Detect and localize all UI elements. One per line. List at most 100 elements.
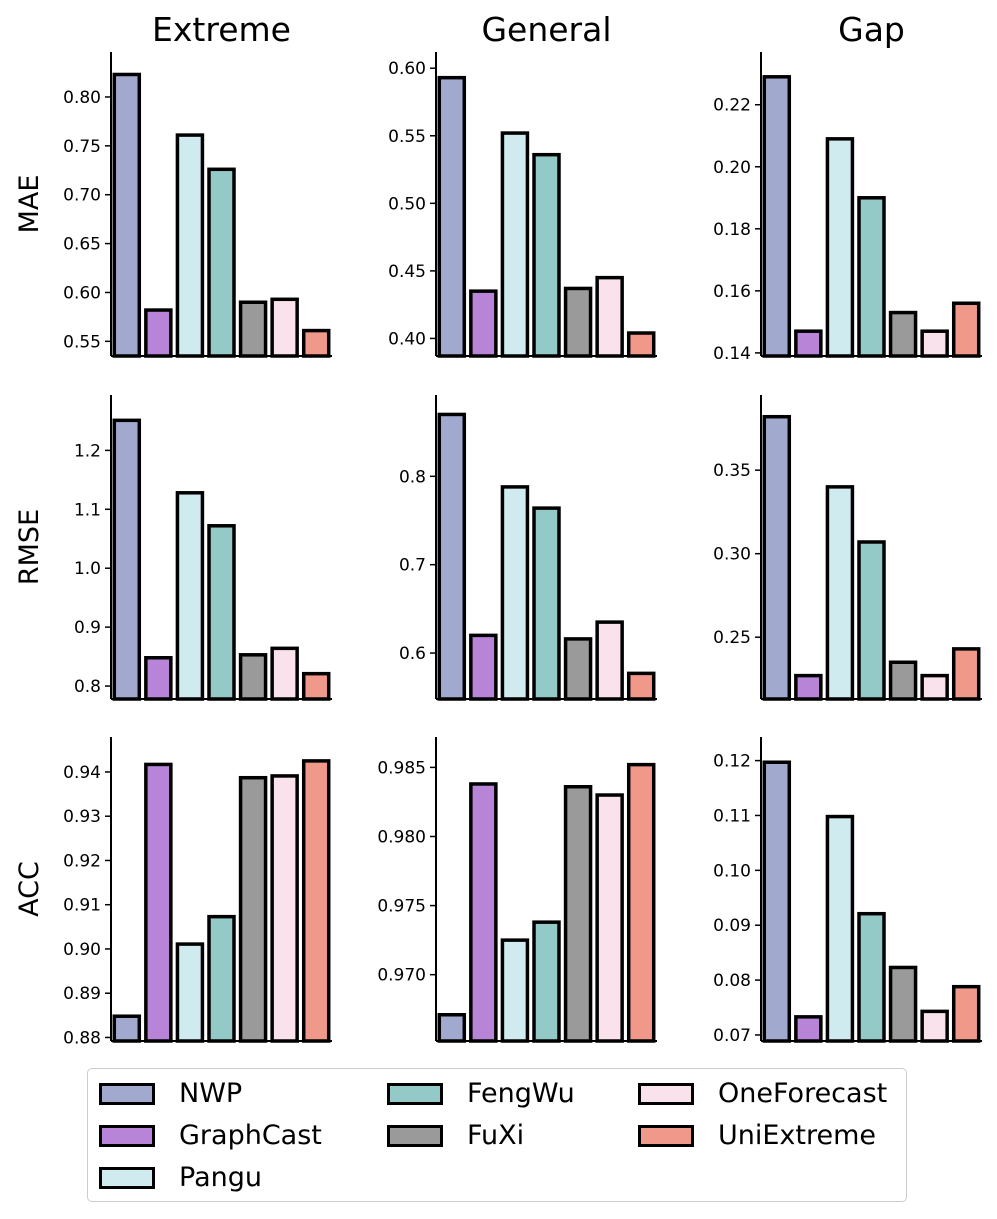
bar-mae-extreme-fengwu	[207, 167, 236, 358]
bar-mae-gap-uniextreme	[951, 301, 981, 358]
y-tick-label-rmse-extreme-1-2: 1.2	[74, 441, 101, 461]
bar-rmse-extreme-uniextreme	[301, 671, 331, 701]
legend-item-graphcast: GraphCast	[99, 1121, 322, 1151]
bar-mae-extreme-graphcast	[144, 308, 173, 358]
bar-rmse-gap-fengwu	[857, 540, 886, 701]
y-tick-label-mae-general-0-50: 0.50	[388, 194, 426, 214]
y-tick-label-rmse-gap-0-30: 0.30	[713, 545, 751, 565]
bar-rmse-extreme-fuxi	[238, 653, 268, 701]
y-tick-label-rmse-extreme-1-1: 1.1	[74, 500, 101, 520]
bar-rmse-extreme-oneforecast	[270, 646, 299, 701]
legend-label-fengwu: FengWu	[467, 1078, 575, 1109]
bar-acc-general-fuxi	[563, 784, 593, 1043]
legend-item-oneforecast: OneForecast	[638, 1079, 887, 1109]
y-tick-label-rmse-general-0-8: 0.8	[399, 467, 426, 487]
legend-swatch-nwp	[99, 1083, 155, 1105]
bar-rmse-general-oneforecast	[595, 620, 624, 701]
y-tick-label-rmse-extreme-0-8: 0.8	[74, 677, 101, 697]
legend-label-graphcast: GraphCast	[179, 1120, 322, 1151]
bar-mae-gap-graphcast	[794, 329, 823, 358]
row-label-acc: ACC	[14, 861, 45, 917]
y-tick-label-mae-general-0-40: 0.40	[388, 329, 426, 349]
legend-swatch-graphcast	[99, 1125, 155, 1147]
y-tick-label-rmse-extreme-0-9: 0.9	[74, 618, 101, 638]
bar-acc-general-uniextreme	[626, 762, 656, 1043]
y-tick-label-mae-gap-0-22: 0.22	[713, 96, 751, 116]
bar-acc-gap-fuxi	[888, 965, 918, 1043]
y-tick-label-mae-extreme-0-60: 0.60	[63, 283, 101, 303]
bar-mae-gap-oneforecast	[920, 329, 949, 358]
legend-item-uniextreme: UniExtreme	[638, 1121, 876, 1151]
column-title-general: General	[481, 10, 611, 49]
bar-rmse-general-uniextreme	[626, 671, 656, 701]
bar-acc-gap-fengwu	[857, 911, 886, 1043]
y-tick-label-mae-general-0-45: 0.45	[388, 262, 426, 282]
legend-item-nwp: NWP	[99, 1079, 242, 1109]
bar-acc-extreme-nwp	[112, 1014, 142, 1043]
bar-rmse-general-fuxi	[563, 637, 593, 701]
bar-mae-general-graphcast	[469, 289, 498, 358]
bar-acc-extreme-graphcast	[144, 762, 173, 1043]
bar-rmse-general-pangu	[500, 485, 530, 701]
column-title-gap: Gap	[838, 10, 905, 49]
y-tick-label-rmse-general-0-7: 0.7	[399, 556, 426, 576]
y-tick-label-acc-extreme-0-88: 0.88	[63, 1028, 101, 1048]
column-title-extreme: Extreme	[152, 10, 291, 49]
bar-rmse-gap-graphcast	[794, 673, 823, 701]
y-tick-label-acc-gap-0-11: 0.11	[713, 806, 751, 826]
legend-swatch-pangu	[99, 1167, 155, 1189]
bar-mae-general-uniextreme	[626, 331, 656, 358]
y-tick-label-mae-extreme-0-70: 0.70	[63, 186, 101, 206]
bar-rmse-extreme-graphcast	[144, 656, 173, 701]
legend-swatch-oneforecast	[638, 1083, 694, 1105]
bar-acc-extreme-pangu	[175, 942, 205, 1043]
bar-mae-gap-pangu	[825, 137, 855, 358]
row-label-rmse: RMSE	[14, 509, 45, 585]
bar-rmse-extreme-pangu	[175, 491, 205, 701]
legend-label-nwp: NWP	[179, 1078, 243, 1109]
y-tick-label-acc-extreme-0-93: 0.93	[63, 807, 101, 827]
bar-acc-gap-oneforecast	[920, 1009, 949, 1043]
bar-rmse-gap-uniextreme	[951, 647, 981, 701]
bar-acc-extreme-oneforecast	[270, 774, 299, 1043]
y-tick-label-mae-extreme-0-75: 0.75	[63, 137, 101, 157]
bar-rmse-gap-oneforecast	[920, 673, 949, 701]
y-tick-label-mae-extreme-0-80: 0.80	[63, 88, 101, 108]
y-tick-label-mae-gap-0-20: 0.20	[713, 158, 751, 178]
bar-acc-gap-uniextreme	[951, 984, 981, 1043]
y-tick-label-rmse-extreme-1-0: 1.0	[74, 559, 101, 579]
y-tick-label-acc-gap-0-09: 0.09	[713, 916, 751, 936]
bar-rmse-general-graphcast	[469, 633, 498, 701]
legend-label-pangu: Pangu	[179, 1162, 262, 1193]
legend-label-fuxi: FuXi	[467, 1120, 525, 1151]
bar-mae-gap-nwp	[762, 75, 792, 358]
y-tick-label-acc-extreme-0-94: 0.94	[63, 763, 101, 783]
bar-rmse-gap-fuxi	[888, 660, 918, 701]
y-tick-label-acc-extreme-0-90: 0.90	[63, 940, 101, 960]
bar-acc-extreme-fengwu	[207, 914, 236, 1043]
row-label-mae: MAE	[14, 175, 45, 234]
y-tick-label-acc-general-0-970: 0.970	[377, 966, 426, 986]
y-tick-label-mae-gap-0-16: 0.16	[713, 282, 751, 302]
y-tick-label-mae-gap-0-14: 0.14	[713, 344, 751, 364]
bar-rmse-extreme-fengwu	[207, 524, 236, 701]
bar-acc-gap-nwp	[762, 760, 792, 1043]
y-tick-label-rmse-general-0-6: 0.6	[399, 644, 426, 664]
y-tick-label-mae-gap-0-18: 0.18	[713, 220, 751, 240]
y-tick-label-mae-general-0-55: 0.55	[388, 127, 426, 147]
y-tick-label-acc-extreme-0-91: 0.91	[63, 896, 101, 916]
bar-acc-general-nwp	[437, 1012, 467, 1043]
legend-label-uniextreme: UniExtreme	[718, 1120, 877, 1151]
bar-rmse-gap-pangu	[825, 485, 855, 701]
bar-mae-general-nwp	[437, 75, 467, 358]
bar-mae-gap-fuxi	[888, 310, 918, 358]
legend-item-fengwu: FengWu	[387, 1079, 575, 1109]
bar-rmse-general-nwp	[437, 412, 467, 701]
bar-acc-general-graphcast	[469, 782, 498, 1043]
y-tick-label-mae-general-0-60: 0.60	[388, 59, 426, 79]
bar-acc-general-pangu	[500, 938, 530, 1043]
bar-rmse-extreme-nwp	[112, 418, 142, 701]
y-tick-label-acc-general-0-975: 0.975	[377, 897, 426, 917]
bar-mae-general-fengwu	[532, 152, 561, 358]
